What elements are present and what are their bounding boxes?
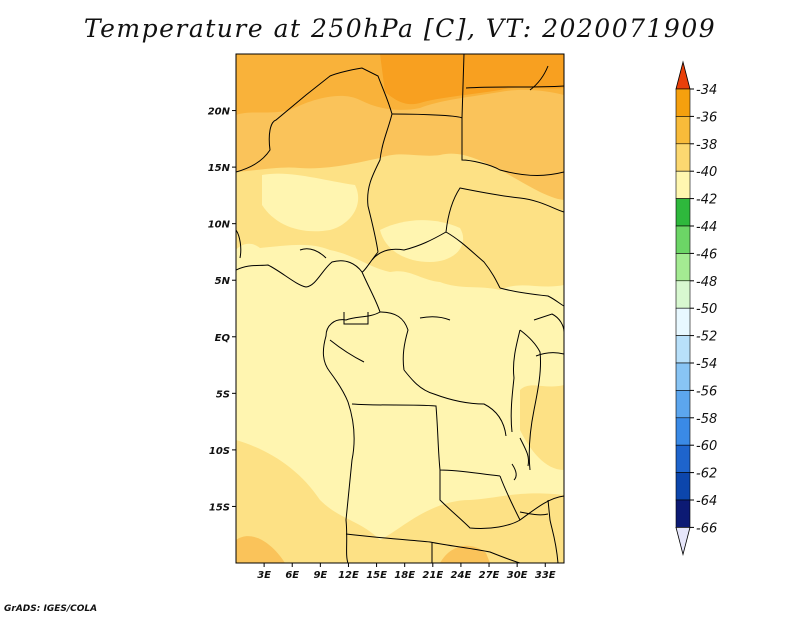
colorbar-segment xyxy=(675,362,691,391)
colorbar-label: -46 xyxy=(696,247,717,262)
colorbar-label: -40 xyxy=(696,165,717,180)
colorbar-label: -58 xyxy=(696,412,717,427)
lon-tick-label: 27E xyxy=(479,570,500,581)
colorbar-label: -56 xyxy=(696,384,717,399)
colorbar-segment xyxy=(675,444,691,473)
colorbar-label: -48 xyxy=(696,275,717,290)
colorbar-segment xyxy=(675,170,691,199)
colorbar-segment xyxy=(675,116,691,145)
colorbar-segment xyxy=(675,143,691,172)
lon-tick-label: 6E xyxy=(285,570,299,581)
temperature-field xyxy=(236,54,564,563)
colorbar-segment xyxy=(675,472,691,501)
colorbar-segment xyxy=(675,225,691,254)
lon-tick-label: 18E xyxy=(394,570,415,581)
band-minus42-patch2 xyxy=(380,220,464,262)
band-minus34-north xyxy=(380,54,564,105)
colorbar-segment xyxy=(675,499,691,528)
lat-tick-label: EQ xyxy=(215,333,231,344)
plot-frame xyxy=(235,53,565,564)
lat-tick-label: 20N xyxy=(208,107,231,118)
colorbar-label: -60 xyxy=(696,439,717,454)
lat-tick-label: 15S xyxy=(209,502,230,513)
longitude-axis: 3E 6E 9E 12E 15E 18E 21E 24E 27E 30E 33E xyxy=(257,563,556,581)
grads-credit: GrADS: IGES/COLA xyxy=(4,604,98,614)
band-minus42-patch xyxy=(262,173,359,232)
colorbar-label: -34 xyxy=(696,83,717,98)
colorbar-top-arrow xyxy=(675,60,691,90)
colorbar-label: -52 xyxy=(696,330,717,345)
colorbar-segment xyxy=(675,253,691,282)
colorbar-segment xyxy=(675,280,691,309)
colorbar-label: -36 xyxy=(696,110,717,125)
colorbar-label: -64 xyxy=(696,494,717,509)
colorbar-label: -62 xyxy=(696,467,717,482)
coastlines xyxy=(236,54,564,563)
colorbar-label: -54 xyxy=(696,357,717,372)
lat-tick-label: 10S xyxy=(209,446,230,457)
colorbar-segment xyxy=(675,307,691,336)
colorbar-label: -66 xyxy=(696,521,717,536)
lon-tick-label: 9E xyxy=(313,570,327,581)
lon-tick-label: 3E xyxy=(257,570,271,581)
page-title: Temperature at 250hPa [C], VT: 202007190… xyxy=(83,14,717,43)
band-minus40-southeast xyxy=(520,385,564,470)
lon-tick-label: 30E xyxy=(507,570,528,581)
colorbar-segment xyxy=(675,198,691,227)
colorbar-label: -42 xyxy=(696,193,717,208)
lat-tick-label: 15N xyxy=(208,163,231,174)
lon-tick-label: 24E xyxy=(451,570,472,581)
colorbar-label: -44 xyxy=(696,220,717,235)
band-minus38-southwest xyxy=(236,536,285,563)
colorbar-segment xyxy=(675,88,691,117)
lat-tick-label: 5N xyxy=(215,276,231,287)
colorbar-label: -38 xyxy=(696,138,717,153)
latitude-axis: 20N 15N 10N 5N EQ 5S 10S 15S xyxy=(208,107,236,513)
colorbar-segment xyxy=(675,335,691,364)
band-minus40-south xyxy=(236,440,564,563)
lat-tick-label: 5S xyxy=(216,389,230,400)
lon-tick-label: 12E xyxy=(338,570,359,581)
colorbar-bottom-arrow xyxy=(675,527,691,556)
colorbar-label: -50 xyxy=(696,302,717,317)
lat-tick-label: 10N xyxy=(208,220,231,231)
colorbar-segment xyxy=(675,417,691,446)
lon-tick-label: 33E xyxy=(535,570,556,581)
colorbar: -34 -36 -38 -40 -42 -44 -46 -48 -50 -52 -54 -56 -58 -… xyxy=(675,60,717,556)
lon-tick-label: 21E xyxy=(422,570,443,581)
colorbar-segment xyxy=(675,390,691,419)
lon-tick-label: 15E xyxy=(366,570,387,581)
